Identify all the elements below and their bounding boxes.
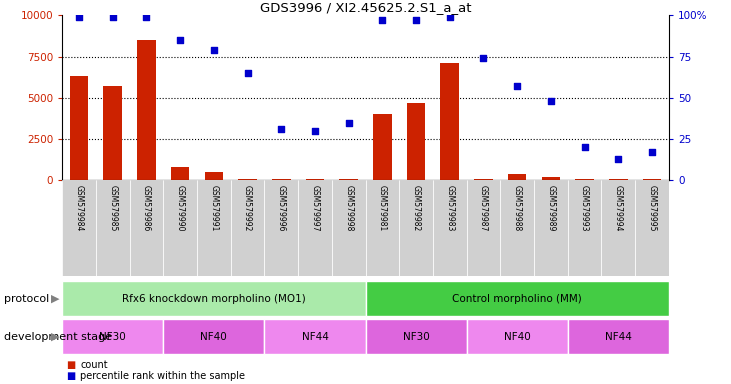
Text: GSM579992: GSM579992: [243, 185, 252, 232]
Text: GSM579996: GSM579996: [277, 185, 286, 232]
Bar: [366, 180, 399, 276]
Point: [343, 120, 355, 126]
Point: [579, 144, 591, 151]
Bar: [534, 180, 568, 276]
Text: NF30: NF30: [403, 332, 429, 342]
Text: protocol: protocol: [4, 293, 49, 304]
Text: GSM579998: GSM579998: [344, 185, 353, 232]
Text: GSM579981: GSM579981: [378, 185, 387, 232]
Bar: [96, 180, 129, 276]
Text: count: count: [80, 360, 108, 370]
Bar: [466, 319, 568, 354]
Text: GSM579991: GSM579991: [209, 185, 219, 232]
Bar: [62, 319, 163, 354]
Point: [276, 126, 287, 132]
Bar: [399, 180, 433, 276]
Text: NF44: NF44: [301, 332, 328, 342]
Text: NF44: NF44: [605, 332, 632, 342]
Text: GSM579985: GSM579985: [108, 185, 117, 232]
Text: ■: ■: [66, 360, 75, 370]
Text: Rfx6 knockdown morpholino (MO1): Rfx6 knockdown morpholino (MO1): [122, 293, 306, 304]
Point: [73, 14, 85, 20]
Text: GSM579987: GSM579987: [479, 185, 488, 232]
Bar: [500, 180, 534, 276]
Text: GSM579988: GSM579988: [512, 185, 522, 232]
Bar: [103, 86, 122, 180]
Point: [208, 47, 219, 53]
Bar: [272, 179, 290, 180]
Point: [174, 37, 186, 43]
Bar: [568, 319, 669, 354]
Bar: [197, 180, 231, 276]
Bar: [602, 180, 635, 276]
Text: GSM579982: GSM579982: [412, 185, 420, 232]
Text: percentile rank within the sample: percentile rank within the sample: [80, 371, 246, 381]
Bar: [265, 319, 366, 354]
Text: GSM579983: GSM579983: [445, 185, 454, 232]
Bar: [373, 114, 392, 180]
Bar: [366, 319, 466, 354]
Text: development stage: development stage: [4, 332, 112, 342]
Bar: [306, 179, 325, 180]
Text: GSM579993: GSM579993: [580, 185, 589, 232]
Bar: [508, 174, 526, 180]
Bar: [643, 179, 662, 180]
Point: [410, 17, 422, 23]
Title: GDS3996 / XI2.45625.2.S1_a_at: GDS3996 / XI2.45625.2.S1_a_at: [260, 1, 471, 14]
Bar: [609, 179, 628, 180]
Text: ■: ■: [66, 371, 75, 381]
Bar: [137, 40, 156, 180]
Bar: [163, 180, 197, 276]
Bar: [332, 180, 366, 276]
Point: [107, 14, 118, 20]
Text: GSM579997: GSM579997: [311, 185, 319, 232]
Text: GSM579989: GSM579989: [546, 185, 556, 232]
Bar: [69, 76, 88, 180]
Bar: [171, 167, 189, 180]
Text: GSM579990: GSM579990: [175, 185, 185, 232]
Bar: [474, 179, 493, 180]
Text: ▶: ▶: [50, 332, 59, 342]
Bar: [635, 180, 669, 276]
Point: [646, 149, 658, 156]
Bar: [575, 179, 594, 180]
Point: [511, 83, 523, 89]
Bar: [265, 180, 298, 276]
Text: GSM579986: GSM579986: [142, 185, 151, 232]
Text: GSM579984: GSM579984: [75, 185, 83, 232]
Bar: [298, 180, 332, 276]
Text: NF40: NF40: [200, 332, 227, 342]
Bar: [542, 177, 560, 180]
Text: Control morpholino (MM): Control morpholino (MM): [452, 293, 582, 304]
Bar: [568, 180, 602, 276]
Point: [140, 14, 152, 20]
Point: [444, 14, 455, 20]
Point: [309, 128, 321, 134]
Text: GSM579994: GSM579994: [614, 185, 623, 232]
Point: [477, 55, 489, 61]
Text: NF30: NF30: [99, 332, 126, 342]
Bar: [62, 180, 96, 276]
Bar: [406, 103, 425, 180]
Bar: [339, 179, 358, 180]
Bar: [441, 63, 459, 180]
Bar: [62, 281, 366, 316]
Text: GSM579995: GSM579995: [648, 185, 656, 232]
Point: [545, 98, 557, 104]
Bar: [238, 179, 257, 180]
Bar: [466, 180, 500, 276]
Bar: [129, 180, 163, 276]
Text: ▶: ▶: [50, 293, 59, 304]
Bar: [163, 319, 265, 354]
Point: [376, 17, 388, 23]
Text: NF40: NF40: [504, 332, 531, 342]
Point: [613, 156, 624, 162]
Bar: [366, 281, 669, 316]
Bar: [433, 180, 466, 276]
Bar: [205, 172, 223, 180]
Bar: [231, 180, 265, 276]
Point: [242, 70, 254, 76]
